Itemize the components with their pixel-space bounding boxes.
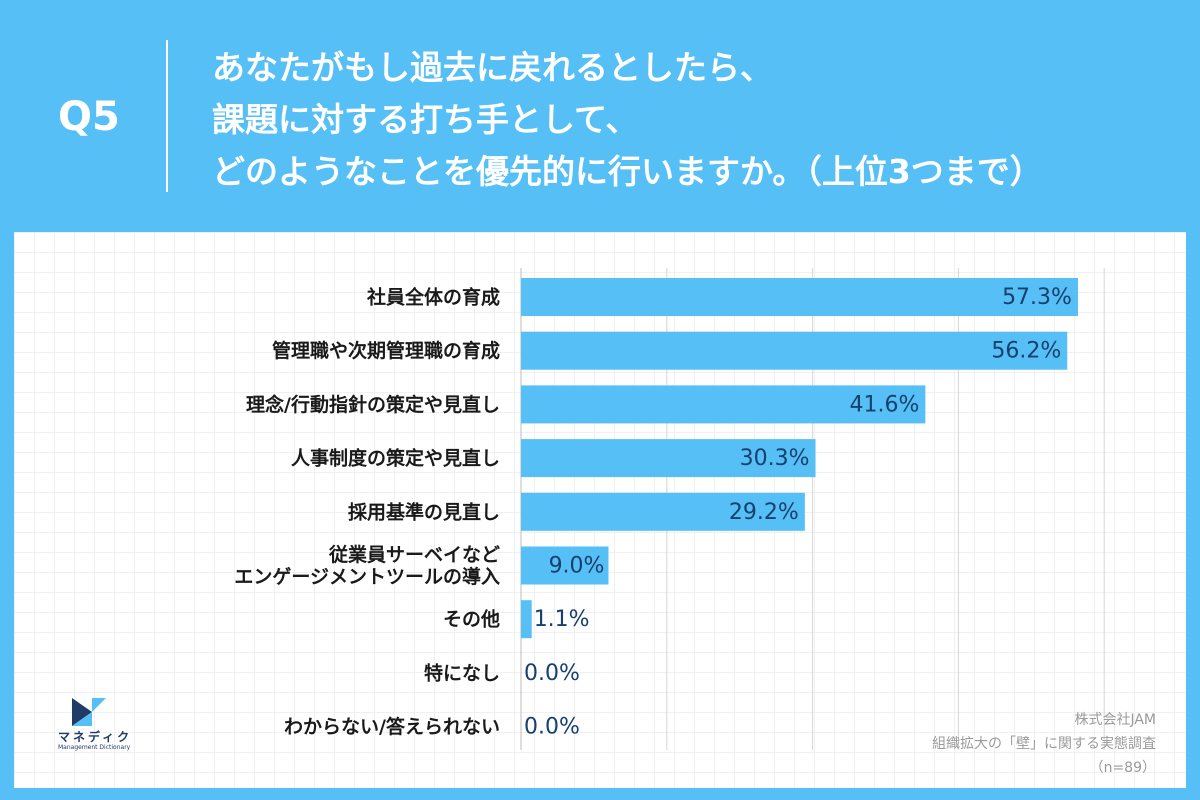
- data-label: 0.0%: [524, 715, 580, 740]
- category-label: 採用基準の見直し: [348, 500, 500, 523]
- bar: [521, 492, 805, 531]
- category-label: 管理職や次期管理職の育成: [272, 339, 500, 362]
- category-label: 社員全体の育成: [366, 286, 500, 309]
- category-label: わからない/答えられない: [284, 715, 500, 738]
- bar-chart: 57.3% 社員全体の育成 56.2% 管理職や次期管理職の育成 41.6% 理念/行動指…: [234, 268, 1105, 750]
- data-label: 56.2%: [991, 339, 1061, 364]
- data-label: 1.1%: [534, 607, 590, 632]
- bar: [521, 546, 609, 585]
- question-number: Q5: [58, 94, 120, 140]
- header-divider: [166, 40, 168, 192]
- data-label: 29.2%: [729, 500, 799, 525]
- question-header: Q5 あなたがもし過去に戻れるとしたら、 課題に対する打ち手として、 どのような…: [0, 0, 1200, 232]
- question-text: あなたがもし過去に戻れるとしたら、 課題に対する打ち手として、 どのようなことを…: [212, 42, 1043, 198]
- question-line: あなたがもし過去に戻れるとしたら、: [212, 48, 773, 87]
- data-label: 9.0%: [549, 554, 605, 579]
- source-company: 株式会社JAM: [1074, 712, 1156, 728]
- category-label: 特になし: [424, 662, 500, 684]
- category-label: 理念/行動指針の策定や見直し: [246, 393, 500, 416]
- bar: [521, 600, 532, 639]
- data-label: 0.0%: [524, 661, 580, 686]
- category-label: その他: [443, 608, 500, 631]
- bar: [521, 331, 1068, 370]
- data-label: 30.3%: [740, 446, 810, 471]
- logo-subtitle: Management Dictionary: [58, 744, 131, 751]
- logo-name: マネディク: [58, 730, 133, 744]
- data-label: 57.3%: [1002, 285, 1072, 310]
- manedic-logo-icon: [72, 698, 106, 726]
- data-label: 41.6%: [849, 392, 919, 417]
- question-line: どのようなことを優先的に行いますか。（上位3つまで）: [212, 152, 1043, 191]
- question-line: 課題に対する打ち手として、: [212, 100, 639, 139]
- bar: [521, 278, 1078, 316]
- source-note: 株式会社JAM 組織拡大の「壁」に関する実態調査 （n=89）: [932, 708, 1156, 780]
- bar: [521, 385, 926, 424]
- category-label: 人事制度の策定や見直し: [291, 447, 500, 470]
- category-label: 従業員サーベイなどエンゲージメントツールの導入: [234, 543, 500, 588]
- source-survey: 組織拡大の「壁」に関する実態調査: [932, 736, 1156, 752]
- bar: [521, 439, 816, 478]
- chart-panel: 57.3% 社員全体の育成 56.2% 管理職や次期管理職の育成 41.6% 理念/行動指…: [14, 232, 1186, 788]
- source-sample-size: （n=89）: [1089, 760, 1156, 776]
